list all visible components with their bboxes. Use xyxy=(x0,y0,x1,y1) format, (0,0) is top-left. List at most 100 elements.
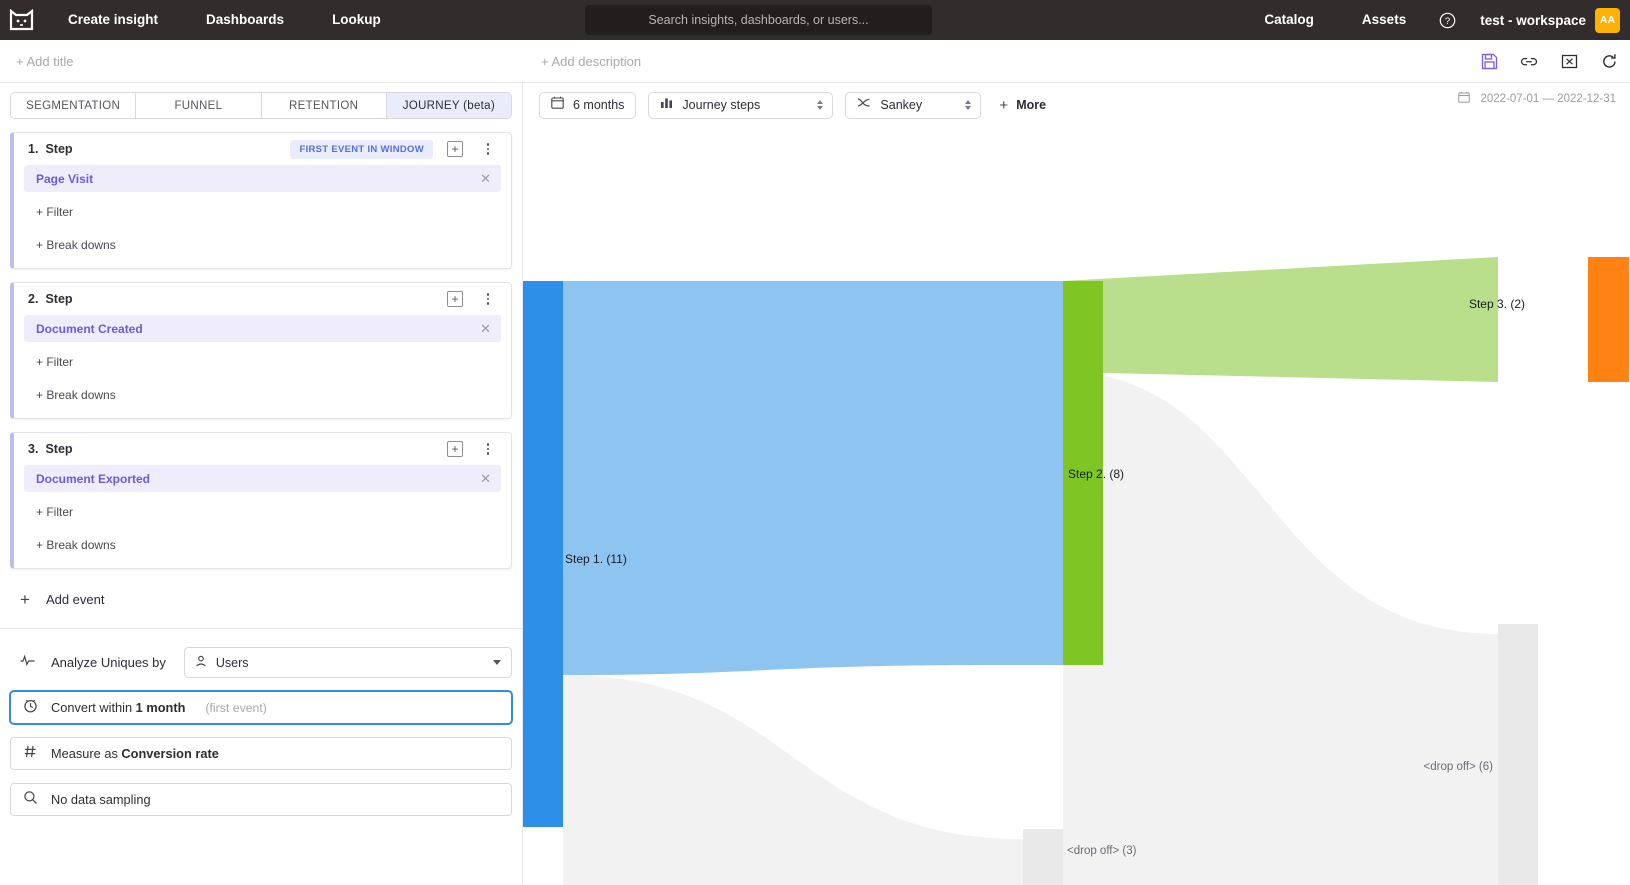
step-menu-icon[interactable] xyxy=(486,143,489,155)
step-header: 2. Step + xyxy=(14,283,511,315)
add-event-button[interactable]: + Add event xyxy=(0,569,522,628)
top-navigation-bar: Create insight Dashboards Lookup Catalog… xyxy=(0,0,1630,40)
step-number: 1. xyxy=(28,142,39,156)
step-card-2: 2. Step + Document Created ✕ + Filter + … xyxy=(10,282,512,419)
nav-assets[interactable]: Assets xyxy=(1361,12,1407,27)
close-box-icon[interactable] xyxy=(1560,52,1578,70)
sankey-label-step1: Step 1. (11) xyxy=(565,552,627,566)
event-name: Page Visit xyxy=(36,171,94,186)
viz-type-label: Sankey xyxy=(880,98,923,112)
visualization-pane: 6 months Journey steps xyxy=(523,83,1630,885)
remove-event-icon[interactable]: ✕ xyxy=(480,471,491,486)
tab-retention[interactable]: RETENTION xyxy=(261,93,387,118)
event-name: Document Created xyxy=(36,321,143,336)
chevron-updown-icon xyxy=(965,100,972,110)
clock-icon xyxy=(23,698,38,718)
measure-as-row[interactable]: Measure as Conversion rate xyxy=(10,737,512,770)
step-label: Step xyxy=(45,292,73,306)
add-step-icon[interactable]: + xyxy=(447,141,463,157)
remove-event-icon[interactable]: ✕ xyxy=(480,321,491,336)
sankey-link-step1-step2 xyxy=(563,281,1063,675)
chevron-updown-icon xyxy=(817,100,824,110)
remove-event-icon[interactable]: ✕ xyxy=(480,171,491,186)
viz-type-select[interactable]: Sankey xyxy=(845,91,982,119)
analyze-by-select[interactable]: Users xyxy=(183,647,512,678)
save-icon[interactable] xyxy=(1480,52,1498,70)
step-number: 3. xyxy=(28,442,39,456)
user-icon xyxy=(195,654,207,672)
cat-logo-icon[interactable] xyxy=(0,9,44,31)
analyze-by-value: Users xyxy=(215,655,249,670)
add-breakdown-link[interactable]: + Break downs xyxy=(36,538,116,552)
workspace-name[interactable]: test - workspace xyxy=(1480,12,1586,28)
event-chip[interactable]: Document Exported ✕ xyxy=(24,465,501,492)
sankey-label-dropoff-1: <drop off> (3) xyxy=(1067,845,1137,857)
date-range-readout: 2022-07-01 — 2022-12-31 xyxy=(1458,91,1616,106)
hash-icon xyxy=(23,744,38,764)
add-description-input[interactable]: + Add description xyxy=(541,53,642,69)
step-menu-icon[interactable] xyxy=(486,293,489,305)
refresh-icon[interactable] xyxy=(1600,52,1618,70)
sampling-row[interactable]: No data sampling xyxy=(10,783,512,816)
convert-within-text: Convert within 1 month xyxy=(51,700,186,715)
add-title-input[interactable]: + Add title xyxy=(16,53,74,69)
step-header: 3. Step + xyxy=(14,433,511,465)
pulse-icon xyxy=(20,654,35,672)
add-event-label: Add event xyxy=(45,592,105,607)
plus-icon: + xyxy=(20,590,30,609)
convert-within-hint: (first event) xyxy=(205,700,267,715)
more-options-button[interactable]: + More xyxy=(999,98,1046,113)
global-search[interactable] xyxy=(585,5,932,35)
nav-catalog[interactable]: Catalog xyxy=(1264,12,1314,27)
query-builder-pane: SEGMENTATION FUNNEL RETENTION JOURNEY (b… xyxy=(0,83,523,885)
event-chip[interactable]: Page Visit ✕ xyxy=(24,165,501,192)
nav-lookup[interactable]: Lookup xyxy=(332,12,381,27)
step-menu-icon[interactable] xyxy=(486,443,489,455)
metric-label: Journey steps xyxy=(682,98,761,112)
tab-journey[interactable]: JOURNEY (beta) xyxy=(386,93,511,118)
more-label: More xyxy=(1016,98,1047,112)
add-step-icon[interactable]: + xyxy=(447,441,463,457)
step-header: 1. Step FIRST EVENT IN WINDOW + xyxy=(14,133,511,165)
add-breakdown-link[interactable]: + Break downs xyxy=(36,238,116,252)
nav-dashboards[interactable]: Dashboards xyxy=(206,12,285,27)
secondary-nav: Catalog Assets ? test - workspace AA xyxy=(1240,0,1620,40)
tab-funnel[interactable]: FUNNEL xyxy=(136,93,262,118)
date-range-label: 6 months xyxy=(573,98,625,112)
divider xyxy=(0,628,522,629)
sankey-label-step3: Step 3. (2) xyxy=(1469,297,1525,311)
sankey-node-step2 xyxy=(1063,281,1103,665)
sankey-node-dropoff-1 xyxy=(1023,829,1063,885)
magnifier-icon xyxy=(23,790,38,810)
sankey-link-step2-step3 xyxy=(1063,257,1498,382)
add-filter-link[interactable]: + Filter xyxy=(36,355,74,369)
tab-segmentation[interactable]: SEGMENTATION xyxy=(11,93,137,118)
search-input[interactable] xyxy=(585,5,932,35)
first-event-in-window-badge: FIRST EVENT IN WINDOW xyxy=(290,139,433,159)
metric-select[interactable]: Journey steps xyxy=(648,91,834,119)
convert-within-row[interactable]: Convert within 1 month (first event) xyxy=(10,691,512,724)
event-chip[interactable]: Document Created ✕ xyxy=(24,315,501,342)
nav-create-insight[interactable]: Create insight xyxy=(68,12,159,27)
sampling-text: No data sampling xyxy=(51,792,151,807)
add-breakdown-link[interactable]: + Break downs xyxy=(36,388,116,402)
help-circle-icon[interactable]: ? xyxy=(1430,0,1464,40)
chevron-down-icon xyxy=(493,660,501,665)
step-card-3: 3. Step + Document Exported ✕ + Filter +… xyxy=(10,432,512,569)
step-label: Step xyxy=(45,142,73,156)
add-step-icon[interactable]: + xyxy=(447,291,463,307)
analyze-uniques-row: Analyze Uniques by Users xyxy=(0,629,522,678)
avatar[interactable]: AA xyxy=(1595,7,1620,33)
sankey-node-step1 xyxy=(523,281,563,827)
svg-text:?: ? xyxy=(1445,16,1450,27)
insight-meta-bar: + Add title + Add description xyxy=(0,40,1630,83)
date-range-control[interactable]: 6 months xyxy=(539,91,637,119)
link-icon[interactable] xyxy=(1520,52,1538,70)
add-filter-link[interactable]: + Filter xyxy=(36,205,74,219)
event-name: Document Exported xyxy=(36,471,151,486)
add-filter-link[interactable]: + Filter xyxy=(36,505,74,519)
step-card-1: 1. Step FIRST EVENT IN WINDOW + Page Vis… xyxy=(10,132,512,269)
sankey-link-step1-dropoff xyxy=(563,675,1023,885)
step-label: Step xyxy=(45,442,73,456)
sankey-link-step2-dropoff xyxy=(1063,372,1498,885)
